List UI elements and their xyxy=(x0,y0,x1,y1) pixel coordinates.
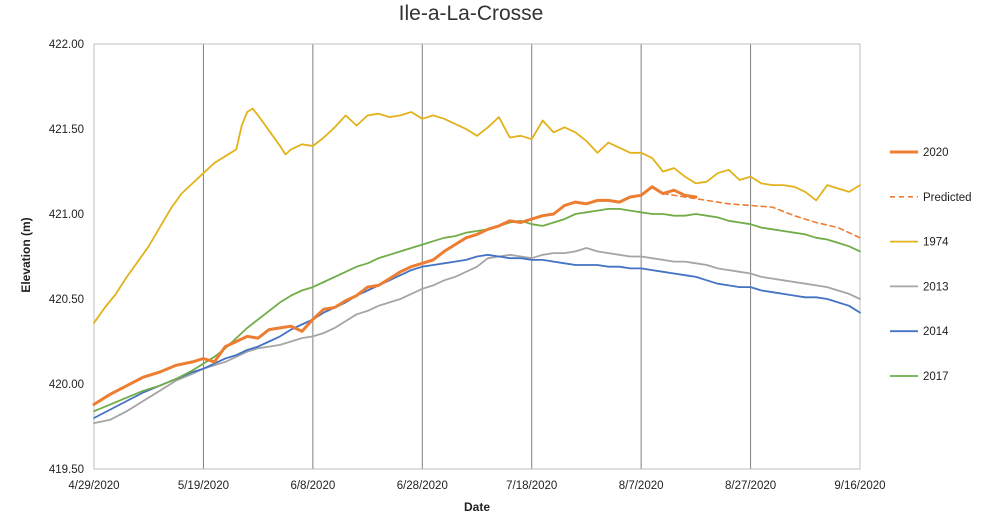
x-axis-label: Date xyxy=(464,500,490,514)
series-line-1974 xyxy=(93,107,861,324)
x-tick-label: 8/27/2020 xyxy=(725,480,776,492)
chart-title: Ile-a-La-Crosse xyxy=(399,2,544,25)
x-tick-label: 6/28/2020 xyxy=(397,480,448,492)
x-tick-label: 8/7/2020 xyxy=(619,480,664,492)
series-line-predicted xyxy=(662,192,861,239)
legend-label-2017: 2017 xyxy=(923,371,949,383)
series-line-2017 xyxy=(93,207,861,413)
series-line-2014 xyxy=(93,253,861,419)
x-axis-ticks: 4/29/2020 5/19/2020 6/8/2020 6/28/2020 7/18/… xyxy=(68,480,885,492)
legend-label-2013: 2013 xyxy=(923,281,949,293)
x-tick-label: 9/16/2020 xyxy=(834,480,885,492)
legend-label-2020: 2020 xyxy=(923,147,949,159)
x-tick-label: 6/8/2020 xyxy=(290,480,335,492)
x-tick-label: 7/18/2020 xyxy=(506,480,557,492)
y-tick-label: 420.50 xyxy=(49,294,84,306)
legend: 2020 Predicted 1974 2013 2014 2017 xyxy=(890,147,972,383)
y-tick-label: 421.00 xyxy=(49,209,84,221)
legend-label-2014: 2014 xyxy=(923,326,949,338)
series-line-2020 xyxy=(92,185,698,406)
series-line-2013 xyxy=(93,247,861,425)
legend-label-1974: 1974 xyxy=(923,237,949,249)
plot-area-frame xyxy=(93,43,861,470)
y-tick-label: 420.00 xyxy=(49,379,84,391)
y-tick-label: 419.50 xyxy=(49,464,84,476)
y-tick-label: 422.00 xyxy=(49,39,84,51)
x-tick-label: 5/19/2020 xyxy=(178,480,229,492)
legend-label-predicted: Predicted xyxy=(923,192,972,204)
series-lines xyxy=(92,107,861,425)
y-axis-ticks: 419.50 420.00 420.50 421.00 421.50 422.00 xyxy=(49,39,84,476)
y-tick-label: 421.50 xyxy=(49,124,84,136)
y-axis-label: Elevation (m) xyxy=(19,217,33,292)
x-tick-label: 4/29/2020 xyxy=(68,480,119,492)
